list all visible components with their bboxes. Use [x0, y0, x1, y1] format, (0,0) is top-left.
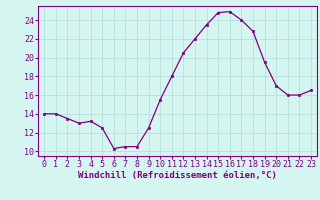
X-axis label: Windchill (Refroidissement éolien,°C): Windchill (Refroidissement éolien,°C): [78, 171, 277, 180]
